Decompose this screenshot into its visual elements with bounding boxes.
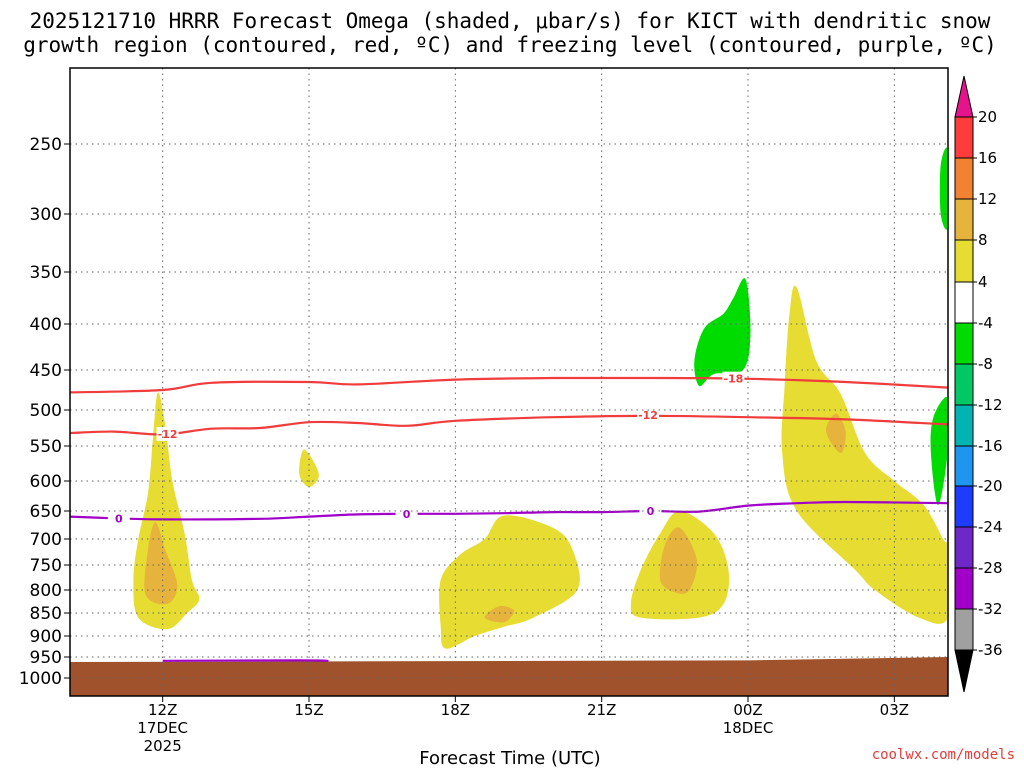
- colorbar-label--24: -24: [978, 518, 1003, 536]
- colorbar-label--16: -16: [978, 437, 1003, 455]
- extra-label-bg-2: [639, 504, 662, 518]
- omega-shaded-region-5: [484, 605, 514, 623]
- colorbar-segment--28-to--32: [954, 567, 974, 610]
- omega-shaded-region-1: [144, 522, 178, 605]
- y-tick-label-400: 400: [30, 315, 62, 335]
- chart-title-line1: 2025121710 HRRR Forecast Omega (shaded, …: [30, 9, 991, 33]
- colorbar-top-arrow: [954, 75, 974, 118]
- omega-shaded-region-4: [439, 515, 580, 649]
- y-tick-label-550: 550: [30, 437, 62, 457]
- x-tick-label-21Z: 21Z: [587, 701, 616, 719]
- colorbar-label-16: 16: [978, 149, 997, 167]
- colorbar-segment--16-to--20: [954, 445, 974, 487]
- colorbar-label--20: -20: [978, 477, 1003, 495]
- colorbar-segment-20-to-16: [954, 116, 974, 159]
- y-tick-label-300: 300: [30, 205, 62, 225]
- y-tick-label-700: 700: [30, 530, 62, 550]
- colorbar-segment--24-to--28: [954, 526, 974, 569]
- colorbar-label--8: -8: [978, 355, 993, 373]
- colorbar-label--28: -28: [978, 559, 1003, 577]
- colorbar-segment-12-to-8: [954, 198, 974, 241]
- x-tick-label-18Z: 18Z: [441, 701, 470, 719]
- y-tick-label-900: 900: [30, 627, 62, 647]
- extra-contour-label-1: 0: [115, 512, 123, 525]
- y-tick-label-850: 850: [30, 604, 62, 624]
- colorbar-label-8: 8: [978, 231, 988, 249]
- colorbar-bottom-arrow: [954, 649, 974, 693]
- colorbar-segment--4-to--8: [954, 322, 974, 365]
- colorbar-label-12: 12: [978, 190, 997, 208]
- extra-contour-label-0: -12: [638, 409, 658, 422]
- contour-label-bg-2: [395, 506, 418, 521]
- omega-shaded-region-3: [299, 449, 319, 487]
- y-tick-label-500: 500: [30, 401, 62, 421]
- colorbar-segment--32-to--36: [954, 608, 974, 651]
- colorbar-label--12: -12: [978, 396, 1003, 414]
- y-tick-label-950: 950: [30, 648, 62, 668]
- plot-frame: [69, 67, 949, 697]
- ground-fill: [70, 657, 948, 696]
- extra-label-bg-1: [107, 511, 130, 526]
- colorbar-segment--8-to--12: [954, 363, 974, 406]
- contour-label-1: -12: [158, 428, 178, 441]
- contour-label-2: 0: [403, 508, 411, 521]
- x-tick-label-12Z: 12Z: [148, 701, 177, 719]
- contour-label-bg-1: [156, 426, 179, 441]
- y-tick-label-650: 650: [30, 502, 62, 522]
- extra-label-bg-0: [637, 408, 660, 423]
- y-tick-label-800: 800: [30, 581, 62, 601]
- colorbar-label--32: -32: [978, 600, 1003, 618]
- colorbar-label-20: 20: [978, 108, 997, 126]
- contour-line--18-0: [70, 376, 948, 394]
- colorbar-label-4: 4: [978, 273, 988, 291]
- y-tick-label-750: 750: [30, 556, 62, 576]
- contour-line-0-2: [70, 500, 948, 521]
- x-tick-date-00Z: 18DEC: [723, 719, 774, 737]
- y-tick-label-1000: 1000: [19, 669, 62, 689]
- x-tick-date-12Z: 17DEC: [137, 719, 188, 737]
- chart-title-line2: growth region (contoured, red, ºC) and f…: [23, 33, 997, 57]
- omega-shaded-region-8: [781, 285, 948, 624]
- x-tick-label-00Z: 00Z: [733, 701, 762, 719]
- x-axis-label: Forecast Time (UTC): [419, 748, 600, 768]
- contour-label-bg-0: [722, 371, 745, 386]
- colorbar-segment--12-to--16: [954, 404, 974, 447]
- x-tick-label-03Z: 03Z: [880, 701, 909, 719]
- y-tick-label-250: 250: [30, 135, 62, 155]
- contour-label-0: -18: [723, 373, 743, 386]
- omega-shaded-region-9: [826, 413, 846, 453]
- colorbar-segment-8-to-4: [954, 239, 974, 283]
- y-tick-label-350: 350: [30, 263, 62, 283]
- colorbar-segment-4-to--4: [954, 281, 974, 324]
- colorbar-segment--20-to--24: [954, 485, 974, 528]
- extra-contour-label-2: 0: [647, 505, 655, 518]
- omega-shaded-region-10: [694, 278, 751, 387]
- y-tick-label-450: 450: [30, 361, 62, 381]
- x-tick-label-15Z: 15Z: [294, 701, 323, 719]
- credit-text: coolwx.com/models: [872, 747, 1015, 763]
- omega-shaded-region-12: [939, 147, 948, 230]
- colorbar-label--4: -4: [978, 314, 993, 332]
- omega-shaded-region-11: [930, 396, 948, 506]
- y-tick-label-600: 600: [30, 472, 62, 492]
- colorbar-label--36: -36: [978, 641, 1003, 659]
- omega-shaded-region-7: [659, 527, 698, 594]
- x-tick-year-12Z: 2025: [144, 737, 182, 755]
- colorbar-segment-16-to-12: [954, 157, 974, 200]
